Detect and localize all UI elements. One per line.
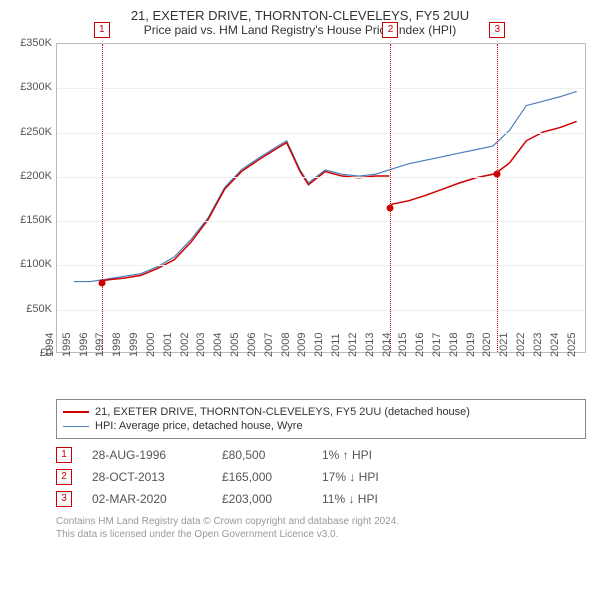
chart-title: 21, EXETER DRIVE, THORNTON-CLEVELEYS, FY…: [10, 8, 590, 23]
legend-swatch: [63, 426, 89, 427]
footer-line-1: Contains HM Land Registry data © Crown c…: [56, 515, 586, 528]
event-price: £165,000: [222, 470, 302, 484]
event-point: [387, 204, 394, 211]
x-tick-label: 2019: [464, 333, 476, 357]
series-line: [74, 91, 577, 281]
x-tick-label: 2003: [195, 333, 207, 357]
x-tick-label: 2023: [532, 333, 544, 357]
x-tick-label: 2011: [330, 333, 342, 357]
event-hpi: 17% ↓ HPI: [322, 470, 379, 484]
x-tick-label: 2016: [414, 333, 426, 357]
x-tick-label: 2006: [246, 333, 258, 357]
y-tick-label: £150K: [20, 214, 52, 226]
event-marker-box: 3: [489, 22, 505, 38]
event-hpi: 11% ↓ HPI: [322, 492, 378, 506]
x-tick-label: 1996: [77, 333, 89, 357]
x-axis: 1994199519961997199819992000200120022003…: [56, 355, 586, 393]
x-tick-label: 2009: [296, 333, 308, 357]
gridline: [57, 221, 585, 222]
x-tick-label: 2008: [279, 333, 291, 357]
event-price: £203,000: [222, 492, 302, 506]
y-tick-label: £50K: [26, 303, 52, 315]
legend-item: HPI: Average price, detached house, Wyre: [63, 420, 579, 432]
event-date: 28-AUG-1996: [92, 448, 202, 462]
gridline: [57, 177, 585, 178]
events-table: 1 28-AUG-1996 £80,500 1% ↑ HPI 2 28-OCT-2013 £…: [56, 447, 586, 507]
plot-area: 123: [56, 43, 586, 353]
series-line: [102, 143, 390, 282]
x-tick-label: 1998: [111, 333, 123, 357]
x-tick-label: 2005: [229, 333, 241, 357]
chart: £0£50K£100K£150K£200K£250K£300K£350K 123…: [10, 43, 590, 393]
x-tick-label: 2001: [162, 333, 174, 357]
x-tick-label: 2025: [565, 333, 577, 357]
x-tick-label: 1995: [61, 333, 73, 357]
event-row: 1 28-AUG-1996 £80,500 1% ↑ HPI: [56, 447, 586, 463]
event-vline: [390, 44, 391, 352]
event-price: £80,500: [222, 448, 302, 462]
x-tick-label: 2017: [431, 333, 443, 357]
x-tick-label: 1994: [44, 333, 56, 357]
x-tick-label: 2007: [262, 333, 274, 357]
event-vline: [102, 44, 103, 352]
event-number-box: 1: [56, 447, 72, 463]
x-tick-label: 1997: [94, 333, 106, 357]
x-tick-label: 2014: [380, 333, 392, 357]
event-vline: [497, 44, 498, 352]
x-tick-label: 2012: [347, 333, 359, 357]
x-tick-label: 2000: [145, 333, 157, 357]
event-marker-box: 1: [94, 22, 110, 38]
x-tick-label: 2004: [212, 333, 224, 357]
event-marker-box: 2: [382, 22, 398, 38]
x-tick-label: 2024: [549, 333, 561, 357]
series-line: [496, 121, 577, 173]
gridline: [57, 88, 585, 89]
y-tick-label: £350K: [20, 37, 52, 49]
footer-line-2: This data is licensed under the Open Gov…: [56, 528, 586, 541]
y-axis: £0£50K£100K£150K£200K£250K£300K£350K: [10, 43, 56, 353]
event-point: [494, 171, 501, 178]
y-tick-label: £250K: [20, 126, 52, 138]
footer: Contains HM Land Registry data © Crown c…: [56, 515, 586, 541]
legend-label: HPI: Average price, detached house, Wyre: [95, 420, 303, 432]
gridline: [57, 133, 585, 134]
event-number-box: 3: [56, 491, 72, 507]
x-tick-label: 2015: [397, 333, 409, 357]
event-number-box: 2: [56, 469, 72, 485]
event-date: 28-OCT-2013: [92, 470, 202, 484]
y-tick-label: £300K: [20, 81, 52, 93]
event-point: [98, 279, 105, 286]
x-tick-label: 2020: [481, 333, 493, 357]
x-tick-label: 2013: [363, 333, 375, 357]
y-tick-label: £200K: [20, 170, 52, 182]
legend: 21, EXETER DRIVE, THORNTON-CLEVELEYS, FY…: [56, 399, 586, 439]
series-line: [389, 173, 495, 206]
x-tick-label: 2010: [313, 333, 325, 357]
event-row: 2 28-OCT-2013 £165,000 17% ↓ HPI: [56, 469, 586, 485]
gridline: [57, 310, 585, 311]
legend-swatch: [63, 411, 89, 413]
series-svg: [57, 44, 585, 352]
event-row: 3 02-MAR-2020 £203,000 11% ↓ HPI: [56, 491, 586, 507]
gridline: [57, 265, 585, 266]
x-tick-label: 1999: [128, 333, 140, 357]
legend-item: 21, EXETER DRIVE, THORNTON-CLEVELEYS, FY…: [63, 406, 579, 418]
x-tick-label: 2002: [178, 333, 190, 357]
event-date: 02-MAR-2020: [92, 492, 202, 506]
x-tick-label: 2021: [498, 333, 510, 357]
x-tick-label: 2018: [448, 333, 460, 357]
x-tick-label: 2022: [515, 333, 527, 357]
event-hpi: 1% ↑ HPI: [322, 448, 372, 462]
legend-label: 21, EXETER DRIVE, THORNTON-CLEVELEYS, FY…: [95, 406, 470, 418]
y-tick-label: £100K: [20, 258, 52, 270]
